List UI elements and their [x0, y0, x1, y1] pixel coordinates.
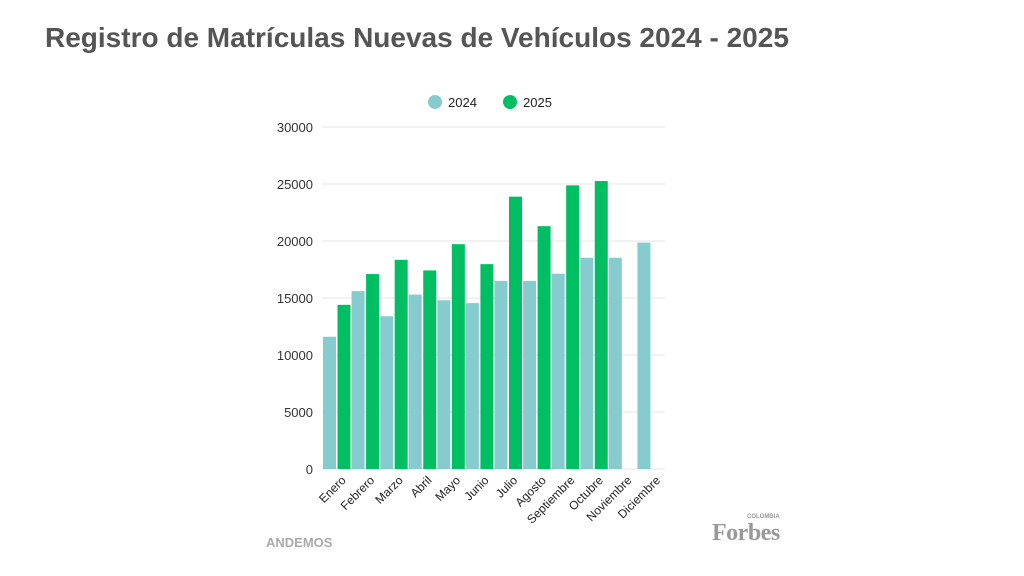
bar-2025-Abril	[423, 270, 437, 469]
source-label: ANDEMOS	[266, 535, 333, 550]
y-tick-label: 25000	[277, 177, 313, 192]
y-tick-label: 30000	[277, 120, 313, 135]
bar-2024-Diciembre	[637, 242, 651, 469]
bar-2025-Julio	[509, 196, 522, 470]
legend-swatch	[503, 95, 517, 109]
bar-2025-Enero	[337, 304, 351, 469]
bar-2024-Agosto	[523, 280, 537, 469]
bar-2024-Enero	[323, 336, 336, 469]
bar-2024-Marzo	[380, 316, 394, 469]
bar-2025-Septiembre	[566, 185, 580, 470]
bar-2025-Febrero	[366, 274, 380, 469]
bar-2024-Septiembre	[551, 273, 565, 469]
bar-2024-Noviembre	[608, 257, 622, 469]
bar-2025-Agosto	[537, 226, 551, 469]
y-tick-label: 10000	[277, 348, 313, 363]
y-tick-label: 15000	[277, 291, 313, 306]
bar-2024-Febrero	[351, 291, 365, 469]
x-tick-label: Marzo	[372, 473, 406, 507]
bar-2024-Octubre	[580, 257, 594, 469]
bar-2025-Octubre	[594, 181, 608, 469]
bar-2024-Julio	[494, 280, 508, 469]
legend-swatch	[428, 95, 442, 109]
forbes-logo: COLOMBIA Forbes	[712, 514, 780, 545]
bar-2024-Mayo	[437, 300, 451, 469]
y-tick-label: 5000	[284, 405, 313, 420]
bar-2025-Junio	[480, 264, 494, 469]
y-tick-label: 20000	[277, 234, 313, 249]
logo-brand: Forbes	[712, 520, 780, 546]
x-tick-label: Junio	[461, 473, 491, 503]
page-title: Registro de Matrículas Nuevas de Vehícul…	[45, 22, 789, 53]
logo-sub: COLOMBIA	[746, 514, 780, 520]
bar-2025-Marzo	[394, 259, 408, 469]
legend-label: 2025	[523, 95, 552, 110]
bar-2024-Junio	[465, 303, 479, 469]
bar-2025-Mayo	[451, 244, 465, 469]
x-tick-label: Abril	[408, 473, 435, 500]
bar-2024-Abril	[408, 294, 422, 469]
x-tick-label: Mayo	[432, 473, 463, 504]
y-tick-label: 0	[306, 462, 313, 477]
legend-label: 2024	[448, 95, 477, 110]
